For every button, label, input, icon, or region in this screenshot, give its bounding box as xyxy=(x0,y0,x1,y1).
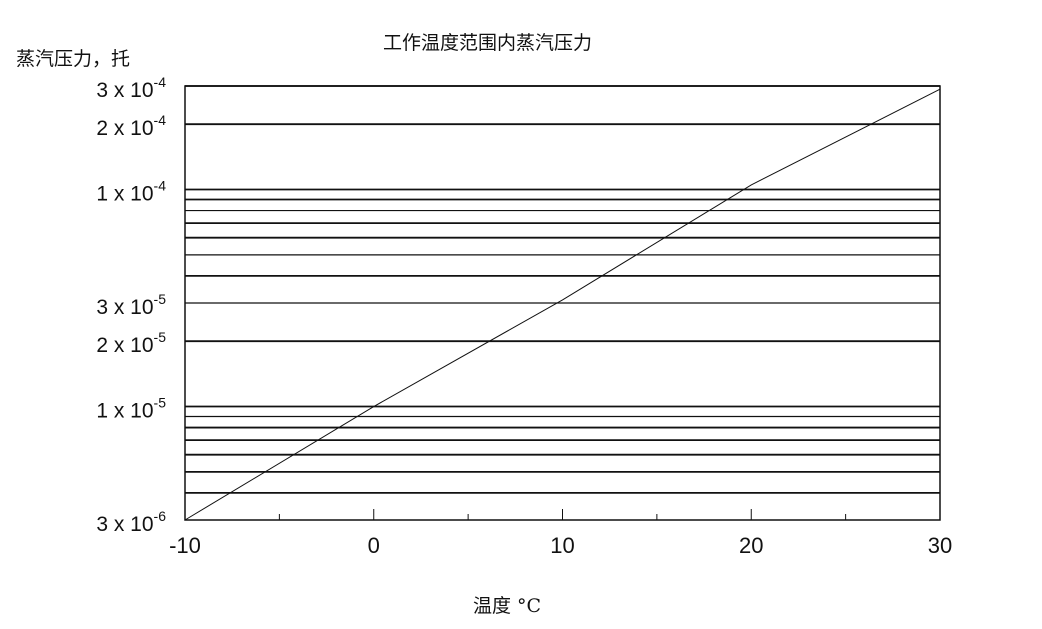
y-tick-label: 3 x 10-4 xyxy=(96,74,166,102)
x-tick-label: 20 xyxy=(739,533,763,558)
y-tick-label: 2 x 10-4 xyxy=(96,112,166,140)
y-tick-label: 3 x 10-6 xyxy=(96,508,166,536)
x-tick-label: -10 xyxy=(169,533,201,558)
series-line xyxy=(184,88,941,521)
x-tick-label: 30 xyxy=(928,533,952,558)
y-tick-label: 1 x 10-4 xyxy=(96,178,166,206)
y-axis-label: 蒸汽压力，托 xyxy=(16,48,131,70)
y-tick-label: 3 x 10-5 xyxy=(96,291,166,319)
y-tick-label: 1 x 10-5 xyxy=(96,395,166,423)
chart-title: 工作温度范围内蒸汽压力 xyxy=(383,32,593,54)
x-tick-label: 0 xyxy=(368,533,380,558)
y-tick-label: 2 x 10-5 xyxy=(96,329,166,357)
x-axis-label: 温度 °C xyxy=(473,595,542,617)
x-tick-label: 10 xyxy=(550,533,574,558)
